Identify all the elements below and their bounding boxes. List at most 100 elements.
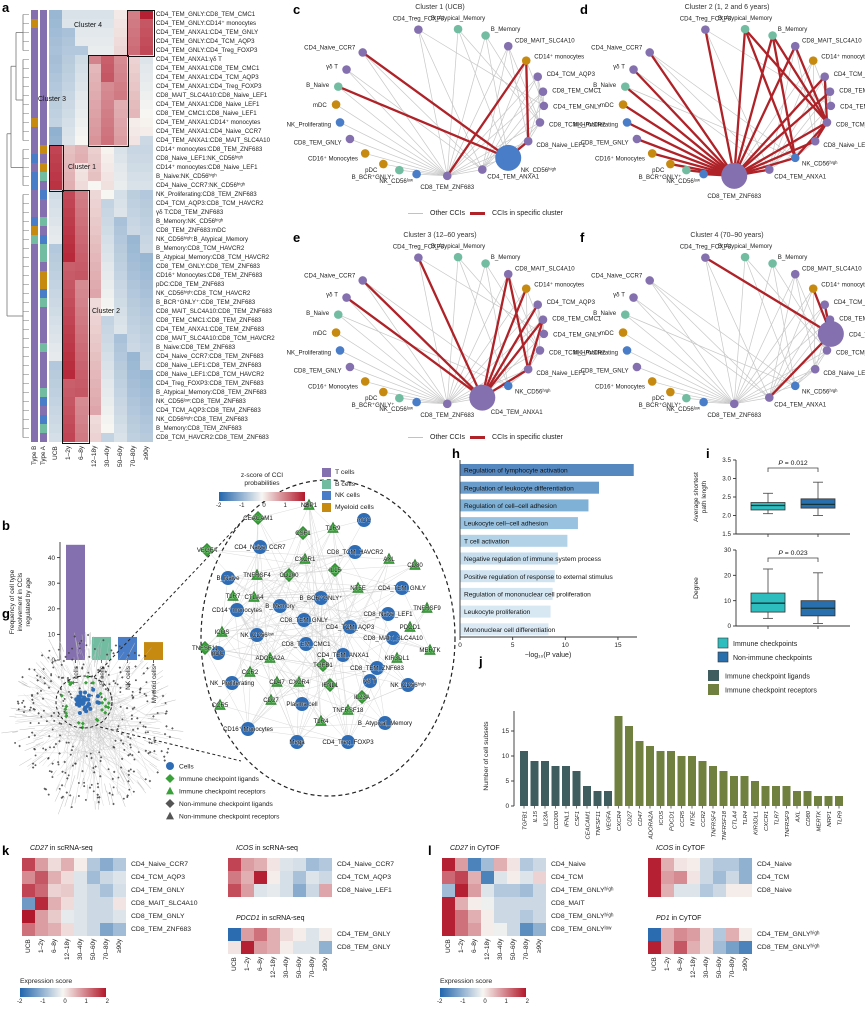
expression-cell <box>455 884 468 897</box>
heatmap-cell <box>62 28 75 37</box>
heatmap-cell <box>88 91 101 100</box>
heatmap-cell <box>101 307 114 316</box>
expression-row-label: CD8_Naive_LEF1 <box>337 887 392 894</box>
heatmap-cell <box>127 28 140 37</box>
expression-cell <box>61 897 74 910</box>
heatmap-cell <box>49 10 62 19</box>
expression-cell <box>481 858 494 871</box>
svg-text:CD4_TEM_GNLY: CD4_TEM_GNLY <box>553 331 601 338</box>
heatmap-cell <box>101 334 114 343</box>
heatmap-cell <box>101 109 114 118</box>
heatmap-cell <box>62 55 75 64</box>
heatmap-cell <box>140 379 153 388</box>
svg-text:NK_Proliferating: NK_Proliferating <box>210 680 254 687</box>
type-b-chip <box>31 208 38 217</box>
type-b-chip <box>31 298 38 307</box>
svg-text:γδ T: γδ T <box>613 63 625 70</box>
inset-nodes: CD4_Naive_CCR7 mDC CD8_TCM_HAVCR2 B_Naive CD… <box>192 498 442 749</box>
expression-cell <box>228 941 241 954</box>
svg-text:B_Atypical_Memory: B_Atypical_Memory <box>431 243 486 250</box>
age-column-label: 1–2y <box>458 939 465 954</box>
svg-text:B_Atypical_Memory: B_Atypical_Memory <box>358 720 413 727</box>
type-a-chip <box>40 190 47 199</box>
type-b-chip <box>31 217 38 226</box>
heatmap-cell <box>140 424 153 433</box>
svg-text:3.5: 3.5 <box>722 457 731 464</box>
expression-cell <box>319 884 332 897</box>
heatmap-cell <box>62 73 75 82</box>
expression-cell <box>713 871 726 884</box>
heatmap-cell <box>88 154 101 163</box>
svg-text:NK_Proliferating: NK_Proliferating <box>287 349 331 356</box>
heatmap-cell <box>101 10 114 19</box>
type-a-chip <box>40 91 47 100</box>
panel-h-label: h <box>452 446 460 461</box>
type-a-chip <box>40 226 47 235</box>
type-b-chip <box>31 181 38 190</box>
heatmap-cell <box>127 100 140 109</box>
heatmap-cell <box>49 379 62 388</box>
heatmap-cell <box>62 424 75 433</box>
type-b-chip <box>31 28 38 37</box>
heatmap-cell <box>127 136 140 145</box>
expression-cell <box>241 941 254 954</box>
svg-text:CEACAM1: CEACAM1 <box>586 811 592 839</box>
svg-text:B_Memory: B_Memory <box>491 26 521 33</box>
expression-cell <box>293 871 306 884</box>
heatmap-cell <box>114 127 127 136</box>
heatmap-cell <box>140 298 153 307</box>
cci-row-label: CD4_TEM_ANXA1:γδ T <box>156 56 222 63</box>
type-a-chip <box>40 352 47 361</box>
heatmap-cell <box>140 46 153 55</box>
svg-text:CD4_TEM_GNLY: CD4_TEM_GNLY <box>840 103 865 110</box>
svg-text:CD200: CD200 <box>280 572 300 579</box>
svg-text:CD8_TCM_HAVCR2: CD8_TCM_HAVCR2 <box>327 549 384 556</box>
type-a-chip <box>40 325 47 334</box>
cci-row-label: CD8_Naive_LEF1:NK_CD56ʰⁱᵍʰ <box>156 155 243 162</box>
heatmap-cell <box>140 361 153 370</box>
heatmap-cell <box>75 181 88 190</box>
heatmap-cell <box>140 208 153 217</box>
svg-text:NRP1: NRP1 <box>827 811 833 827</box>
svg-text:pDC: pDC <box>365 167 378 174</box>
type-a-chip <box>40 172 47 181</box>
heatmap-cell <box>88 433 101 442</box>
expression-cell <box>687 928 700 941</box>
heatmap-cell <box>88 379 101 388</box>
svg-text:P = 0.023: P = 0.023 <box>778 550 808 557</box>
expression-cell <box>293 941 306 954</box>
svg-text:ICOS: ICOS <box>215 629 230 636</box>
cci-row-label: B_Atypical_Memory:CD8_TEM_ZNF683 <box>156 389 267 396</box>
heatmap-cell <box>127 73 140 82</box>
cci-row-label: CD4_TEM_ANXA1:CD14⁺ monocytes <box>156 119 261 126</box>
svg-text:CD8_TEM_GNLY: CD8_TEM_GNLY <box>294 140 342 147</box>
heatmap-cell <box>101 73 114 82</box>
type-a-chip <box>40 55 47 64</box>
type-a-chip <box>40 262 47 271</box>
panel-k-label: k <box>2 843 10 858</box>
heatmap-cell <box>88 118 101 127</box>
heatmap-cell <box>62 208 75 217</box>
expression-cell <box>700 858 713 871</box>
svg-text:TNFRSF18: TNFRSF18 <box>722 810 728 841</box>
svg-text:NK_CD56ˡᵒʷ: NK_CD56ˡᵒʷ <box>666 406 700 413</box>
expression-cell <box>507 897 520 910</box>
svg-text:Non-immune checkpoint receptor: Non-immune checkpoint receptors <box>179 813 280 820</box>
heatmap-cell <box>62 37 75 46</box>
expression-cell <box>267 928 280 941</box>
panel-a-label: a <box>2 0 10 15</box>
heatmap-cell <box>49 118 62 127</box>
type-a-chip <box>40 433 47 442</box>
heatmap-cell <box>88 262 101 271</box>
svg-text:CCR5: CCR5 <box>680 810 686 827</box>
type-b-chip <box>31 73 38 82</box>
svg-text:KIR3DL1: KIR3DL1 <box>385 655 410 662</box>
expression-row-label: CD4_TCM_AQP3 <box>131 874 186 881</box>
heatmap-cell <box>114 316 127 325</box>
cci-row-label: B_Memory:CD8_TEM_ZNF683 <box>156 425 242 432</box>
expression-cell <box>100 910 113 923</box>
heatmap-cell <box>75 199 88 208</box>
heatmap-cell <box>101 433 114 442</box>
svg-text:Cluster 4 (70–90 years): Cluster 4 (70–90 years) <box>690 232 763 239</box>
type-b-chip <box>31 163 38 172</box>
